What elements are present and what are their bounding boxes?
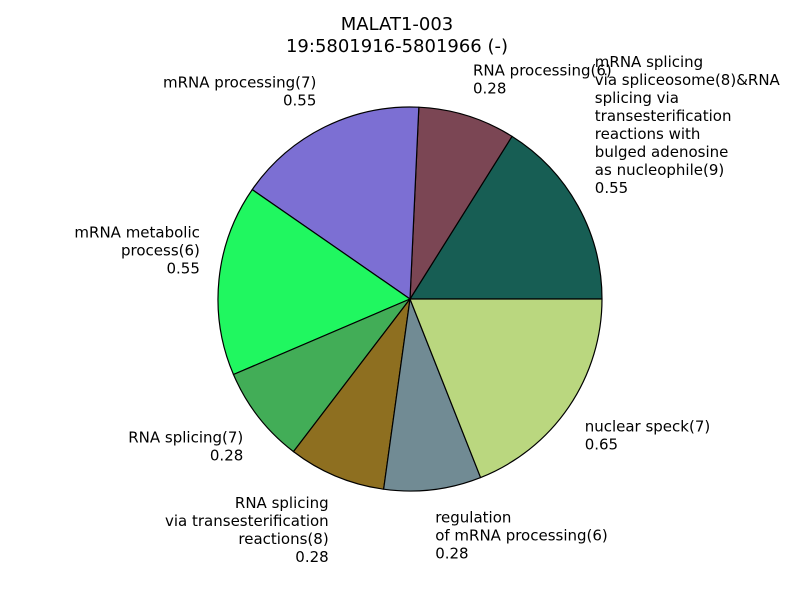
pie-slice-2: [251, 106, 420, 300]
slice-label-6: regulation of mRNA processing(6) 0.28: [435, 509, 608, 563]
slice-label-line: transesterification: [595, 107, 732, 125]
pie-slice-1: [409, 106, 513, 300]
slice-value-label: 0.28: [295, 548, 328, 566]
slice-label-line: splicing via: [595, 89, 679, 107]
slice-label-line: reactions(8): [238, 530, 328, 548]
slice-value-label: 0.28: [210, 447, 243, 465]
slice-value-label: 0.28: [435, 545, 468, 563]
slice-label-0: mRNA splicing via spliceosome(8)&RNA splic…: [595, 53, 781, 197]
slice-value-label: 0.55: [595, 179, 628, 197]
slice-label-7: nuclear speck(7) 0.65: [585, 418, 711, 454]
slice-label-line: of mRNA processing(6): [435, 527, 608, 545]
slice-label-line: reactions with: [595, 125, 701, 143]
slice-label-4: RNA splicing(7) 0.28: [128, 429, 243, 465]
slice-value-label: 0.55: [283, 92, 316, 110]
slice-labels: mRNA splicing via spliceosome(8)&RNA splic…: [74, 53, 780, 566]
slice-label-line: regulation: [435, 509, 511, 527]
pie-slice-4: [232, 298, 411, 453]
slice-label-line: as nucleophile(9): [595, 161, 724, 179]
chart-title: MALAT1-003: [341, 14, 454, 35]
slice-label-line: mRNA processing(7): [163, 74, 316, 92]
pie-slice-7: [409, 298, 603, 479]
pie-slice-5: [292, 298, 411, 490]
slice-label-line: via transesterification: [165, 512, 329, 530]
pie-slice-3: [217, 189, 411, 376]
slice-label-line: mRNA splicing: [595, 53, 703, 71]
slice-label-3: mRNA metabolic process(6) 0.55: [74, 224, 199, 278]
slice-label-line: bulged adenosine: [595, 143, 729, 161]
slice-label-line: RNA splicing(7): [128, 429, 243, 447]
pie-slices: [217, 106, 603, 492]
chart-subtitle: 19:5801916-5801966 (-): [286, 36, 508, 57]
slice-value-label: 0.55: [166, 260, 199, 278]
slice-label-5: RNA splicing via transesterification react…: [165, 494, 329, 566]
slice-label-line: mRNA metabolic: [74, 224, 199, 242]
slice-label-line: via spliceosome(8)&RNA: [595, 71, 781, 89]
slice-label-line: nuclear speck(7): [585, 418, 711, 436]
pie-slice-6: [383, 298, 482, 492]
slice-value-label: 0.65: [585, 436, 618, 454]
slice-label-1: RNA processing(6) 0.28: [473, 61, 612, 97]
slice-label-2: mRNA processing(7) 0.55: [163, 74, 316, 110]
pie-slice-0: [409, 135, 603, 300]
slice-value-label: 0.28: [473, 79, 506, 97]
slice-label-line: RNA splicing: [235, 494, 329, 512]
slice-label-line: RNA processing(6): [473, 61, 612, 79]
slice-label-line: process(6): [121, 242, 200, 260]
